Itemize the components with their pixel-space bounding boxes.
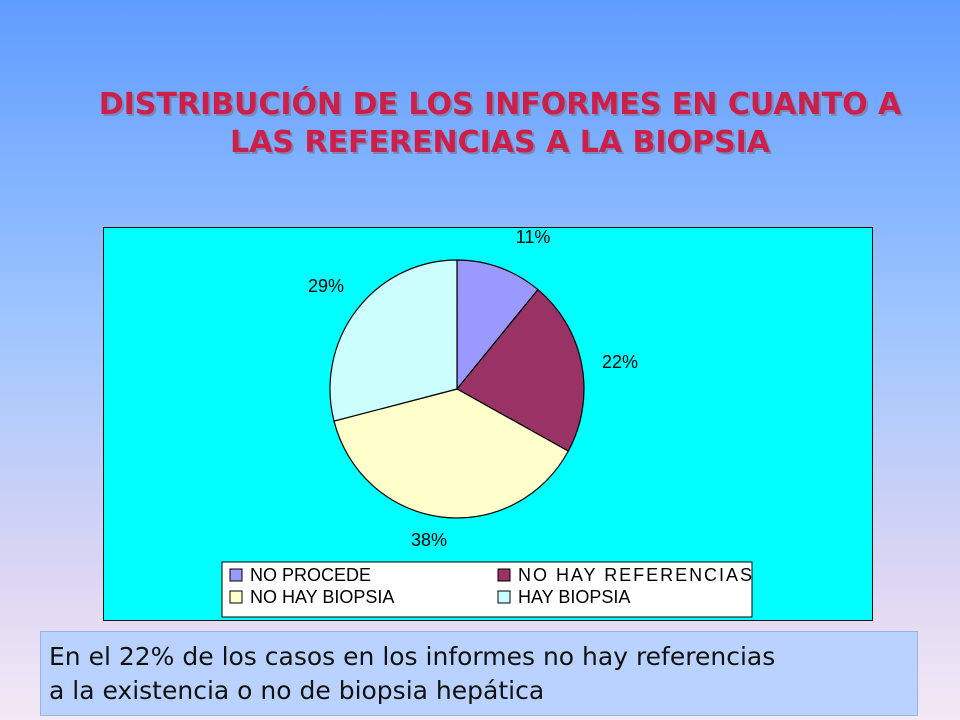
legend-swatch [497,568,511,582]
legend-box [221,561,753,618]
legend-label: HAY BIOPSIA [518,587,630,607]
caption-line-1: En el 22% de los casos en los informes n… [49,642,776,671]
pie-slice-no-procede [456,259,539,391]
title-line-2: LAS REFERENCIAS A LA BIOPSIA [229,125,771,160]
pie-data-label: 22% [602,352,638,372]
pie-data-label: 29% [308,276,344,296]
title-line-1: DISTRIBUCIÓN DE LOS INFORMES EN CUANTO A [98,87,902,122]
pie-slice-no-hay-referencias [456,288,585,452]
legend-swatch [497,590,511,604]
legend-swatch [229,590,243,604]
pie-data-label: 38% [411,530,447,550]
pie-slice-no-hay-biopsia [333,388,570,519]
pie-slice-hay-biopsia [329,259,458,422]
pie-data-label: 11% [516,227,551,247]
page-title: DISTRIBUCIÓN DE LOS INFORMES EN CUANTO A… [40,86,960,162]
caption-line-2: a la existencia o no de biopsia hepática [49,676,545,705]
legend-label: NO HAY BIOPSIA [250,587,394,607]
legend-label: NO PROCEDE [250,565,371,585]
legend-label: NO HAY REFERENCIAS [518,565,752,585]
legend: NO PROCEDE NO HAY REFERENCIAS NO HAY BIOPS… [221,561,753,618]
caption-box: En el 22% de los casos en los informes n… [40,631,918,716]
legend-swatch [229,568,243,582]
